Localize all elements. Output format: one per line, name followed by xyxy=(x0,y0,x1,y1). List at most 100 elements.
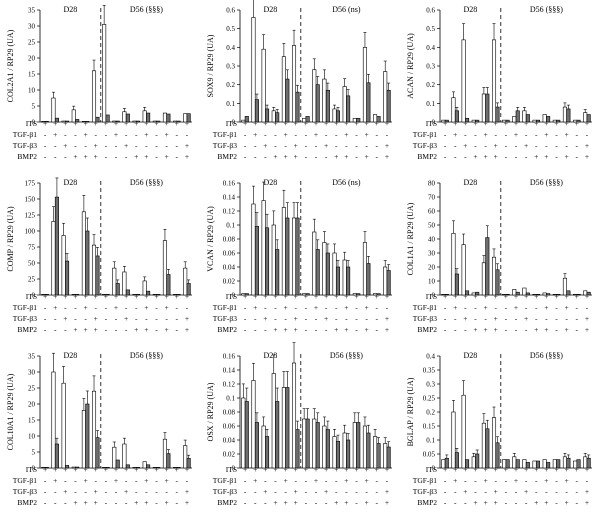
y-tick-label: 0.06 xyxy=(223,250,236,258)
treatment-sign: + xyxy=(494,292,498,301)
y-tick-label: 0.3 xyxy=(426,63,435,71)
treatment-sign: - xyxy=(335,141,338,150)
bar xyxy=(465,117,470,123)
treatment-sign: + xyxy=(504,119,508,128)
treatment-row-label: BMP2 xyxy=(17,498,37,507)
bar xyxy=(491,256,497,296)
treatment-row-label: TGF-β1 xyxy=(13,303,37,312)
treatment-sign: + xyxy=(365,130,369,139)
treatment-sign: - xyxy=(115,498,118,507)
treatment-sign: + xyxy=(385,465,389,474)
treatment-sign: + xyxy=(114,130,118,139)
treatment-row-label: ITS xyxy=(426,465,437,474)
treatment-sign: - xyxy=(284,141,287,150)
bar xyxy=(481,262,486,296)
y-tick-label: 0.4 xyxy=(426,353,435,361)
bar xyxy=(315,422,320,469)
treatment-sign: + xyxy=(83,152,87,161)
treatment-sign: + xyxy=(83,303,87,312)
treatment-sign: + xyxy=(144,130,148,139)
treatment-sign: - xyxy=(555,498,558,507)
y-tick-label: 10 xyxy=(28,87,36,95)
treatment-row-label: TGF-β1 xyxy=(413,130,437,139)
treatment-sign: - xyxy=(125,498,128,507)
treatment-sign: - xyxy=(576,303,579,312)
treatment-sign: - xyxy=(294,476,297,485)
y-tick-label: 0 xyxy=(232,465,236,473)
bar xyxy=(183,267,188,296)
y-axis-title: SOX9 / RP29 (UA) xyxy=(206,34,215,97)
y-tick-label: 0.2 xyxy=(426,409,435,417)
bar xyxy=(261,425,266,469)
treatment-sign: + xyxy=(575,465,579,474)
treatment-sign: + xyxy=(334,498,338,507)
treatment-sign: + xyxy=(334,325,338,334)
treatment-sign: - xyxy=(335,476,338,485)
treatment-sign: + xyxy=(283,119,287,128)
treatment-sign: - xyxy=(145,487,148,496)
treatment-sign: + xyxy=(124,141,128,150)
treatment-sign: + xyxy=(314,292,318,301)
y-tick-label: 0 xyxy=(32,465,36,473)
y-axis-title: BGLAP / RP29 (UA) xyxy=(406,377,415,446)
treatment-sign: + xyxy=(43,465,47,474)
treatment-sign: + xyxy=(494,498,498,507)
treatment-sign: - xyxy=(555,314,558,323)
treatment-sign: + xyxy=(375,119,379,128)
treatment-sign: + xyxy=(365,292,369,301)
treatment-sign: - xyxy=(525,476,528,485)
treatment-sign: + xyxy=(304,119,308,128)
bar xyxy=(65,260,70,296)
d28-label: D28 xyxy=(64,5,78,14)
treatment-sign: + xyxy=(443,292,447,301)
treatment-sign: + xyxy=(144,325,148,334)
treatment-row-label: ITS xyxy=(226,119,237,128)
treatment-row-label: TGF-β3 xyxy=(213,314,237,323)
treatment-sign: - xyxy=(254,325,257,334)
panel-bglap: 0 0.05 0.1 0.15 0.2 0.25 0.3 0.35 0.4 BGLAP / RP2… xyxy=(406,351,592,507)
treatment-row-label: BMP2 xyxy=(417,152,437,161)
bar xyxy=(325,89,330,123)
treatment-sign: - xyxy=(555,487,558,496)
treatment-row-label: BMP2 xyxy=(17,325,37,334)
bar xyxy=(51,221,56,296)
treatment-sign: - xyxy=(464,152,467,161)
treatment-sign: + xyxy=(314,130,318,139)
bar xyxy=(342,432,347,469)
treatment-sign: - xyxy=(145,314,148,323)
treatment-sign: + xyxy=(63,292,67,301)
treatment-sign: + xyxy=(294,152,298,161)
treatment-sign: + xyxy=(53,130,57,139)
treatment-row-label: TGF-β1 xyxy=(13,476,37,485)
treatment-sign: + xyxy=(514,465,518,474)
treatment-sign: + xyxy=(514,119,518,128)
treatment-sign: - xyxy=(294,130,297,139)
bar xyxy=(312,69,317,123)
treatment-sign: - xyxy=(325,476,328,485)
treatment-sign: + xyxy=(385,152,389,161)
bar xyxy=(291,362,297,469)
bar xyxy=(112,267,117,296)
treatment-sign: - xyxy=(555,303,558,312)
treatment-sign: + xyxy=(554,119,558,128)
treatment-sign: + xyxy=(324,141,328,150)
y-tick-label: 0.25 xyxy=(423,395,436,403)
treatment-sign: - xyxy=(105,141,108,150)
d28-label: D28 xyxy=(464,351,478,360)
treatment-sign: - xyxy=(576,141,579,150)
treatment-sign: + xyxy=(104,119,108,128)
treatment-sign: + xyxy=(375,465,379,474)
treatment-sign: - xyxy=(155,498,158,507)
treatment-sign: + xyxy=(165,152,169,161)
treatment-sign: + xyxy=(83,325,87,334)
treatment-sign: + xyxy=(585,314,589,323)
treatment-sign: + xyxy=(243,119,247,128)
treatment-sign: - xyxy=(176,498,179,507)
bar xyxy=(281,56,286,123)
bar xyxy=(44,121,49,123)
treatment-sign: - xyxy=(264,130,267,139)
y-tick-label: 150 xyxy=(25,196,36,204)
treatment-sign: + xyxy=(334,152,338,161)
treatment-sign: + xyxy=(483,292,487,301)
treatment-sign: - xyxy=(254,141,257,150)
